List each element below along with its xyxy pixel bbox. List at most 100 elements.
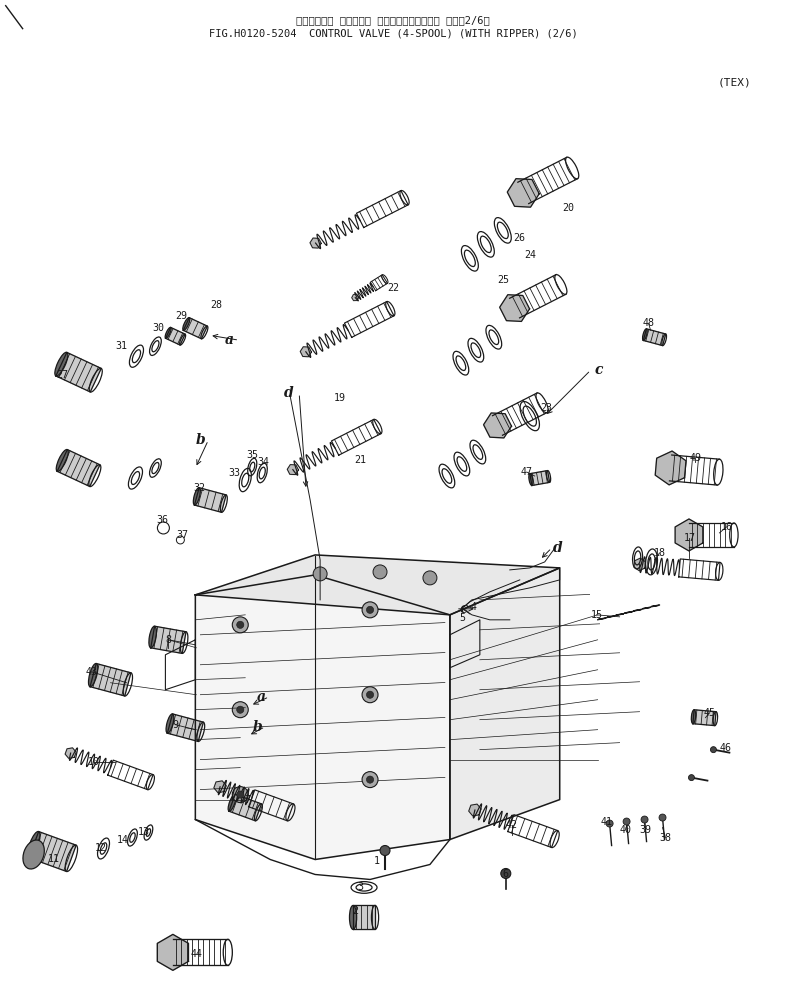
Polygon shape bbox=[483, 413, 512, 438]
Polygon shape bbox=[195, 555, 560, 615]
Polygon shape bbox=[65, 748, 76, 758]
Polygon shape bbox=[214, 780, 226, 792]
Ellipse shape bbox=[56, 449, 68, 471]
Circle shape bbox=[373, 565, 387, 579]
Text: 49: 49 bbox=[689, 453, 701, 463]
Text: 6: 6 bbox=[503, 869, 509, 879]
Text: 43: 43 bbox=[86, 667, 98, 677]
Ellipse shape bbox=[23, 840, 44, 869]
Circle shape bbox=[237, 791, 244, 798]
Polygon shape bbox=[656, 451, 686, 485]
Text: コントロール バルブ（４ スプール）（リッパー 付）（2/6）: コントロール バルブ（４ スプール）（リッパー 付）（2/6） bbox=[296, 15, 490, 25]
Circle shape bbox=[232, 617, 248, 633]
Text: 31: 31 bbox=[116, 341, 127, 351]
Text: 38: 38 bbox=[660, 832, 671, 842]
Text: 23: 23 bbox=[541, 403, 552, 413]
Text: 24: 24 bbox=[524, 250, 536, 260]
Ellipse shape bbox=[55, 352, 68, 376]
Text: 33: 33 bbox=[228, 468, 240, 478]
Text: 39: 39 bbox=[640, 824, 652, 834]
Polygon shape bbox=[229, 794, 261, 820]
Text: 34: 34 bbox=[257, 457, 269, 467]
Polygon shape bbox=[310, 239, 321, 249]
Text: a: a bbox=[225, 333, 234, 347]
Text: 5: 5 bbox=[459, 613, 465, 623]
Polygon shape bbox=[287, 465, 298, 475]
Circle shape bbox=[623, 818, 630, 825]
Circle shape bbox=[367, 606, 374, 614]
Ellipse shape bbox=[149, 626, 157, 648]
Ellipse shape bbox=[642, 328, 647, 340]
Text: 8: 8 bbox=[165, 635, 172, 645]
Text: 26: 26 bbox=[513, 234, 525, 244]
Text: c: c bbox=[460, 602, 468, 616]
Text: 45: 45 bbox=[704, 708, 715, 718]
Circle shape bbox=[689, 774, 694, 780]
Text: (TEX): (TEX) bbox=[718, 78, 752, 88]
Text: 9: 9 bbox=[172, 720, 179, 730]
Text: 37: 37 bbox=[176, 530, 188, 540]
Text: c: c bbox=[594, 363, 603, 377]
Text: 44: 44 bbox=[190, 949, 202, 959]
Circle shape bbox=[237, 621, 244, 629]
Ellipse shape bbox=[28, 831, 40, 858]
Text: 1: 1 bbox=[374, 856, 380, 866]
Ellipse shape bbox=[529, 474, 533, 485]
Text: 13: 13 bbox=[138, 826, 150, 836]
Text: 41: 41 bbox=[600, 816, 612, 826]
Circle shape bbox=[367, 692, 374, 699]
Polygon shape bbox=[183, 317, 207, 338]
Ellipse shape bbox=[88, 664, 98, 687]
Polygon shape bbox=[500, 294, 530, 321]
Text: 19: 19 bbox=[334, 393, 346, 403]
Polygon shape bbox=[634, 558, 645, 571]
Polygon shape bbox=[693, 710, 716, 726]
Text: 35: 35 bbox=[246, 450, 258, 460]
Text: 2: 2 bbox=[352, 906, 358, 916]
Ellipse shape bbox=[691, 710, 696, 724]
Polygon shape bbox=[353, 905, 375, 929]
Polygon shape bbox=[675, 519, 703, 551]
Text: 46: 46 bbox=[719, 743, 731, 752]
Ellipse shape bbox=[228, 794, 236, 811]
Text: 22: 22 bbox=[387, 283, 399, 293]
Text: 27: 27 bbox=[57, 370, 68, 380]
Polygon shape bbox=[469, 804, 481, 816]
Text: 11: 11 bbox=[47, 854, 60, 864]
Polygon shape bbox=[450, 568, 560, 839]
Text: d: d bbox=[552, 541, 563, 555]
Text: 40: 40 bbox=[619, 824, 632, 834]
Text: 42: 42 bbox=[506, 819, 518, 829]
Circle shape bbox=[659, 814, 666, 821]
Text: 36: 36 bbox=[157, 515, 168, 525]
Circle shape bbox=[423, 571, 437, 585]
Text: 10: 10 bbox=[87, 756, 99, 766]
Text: 47: 47 bbox=[521, 467, 533, 477]
Text: 21: 21 bbox=[354, 455, 366, 465]
Polygon shape bbox=[168, 714, 203, 742]
Circle shape bbox=[313, 567, 327, 581]
Text: 32: 32 bbox=[194, 483, 205, 493]
Polygon shape bbox=[530, 471, 549, 485]
Circle shape bbox=[237, 707, 244, 714]
Polygon shape bbox=[301, 346, 312, 356]
Circle shape bbox=[362, 602, 378, 618]
Circle shape bbox=[362, 771, 378, 787]
Text: 30: 30 bbox=[153, 323, 164, 333]
Text: 12: 12 bbox=[94, 842, 106, 852]
Text: 25: 25 bbox=[497, 275, 509, 285]
Circle shape bbox=[641, 816, 648, 823]
Polygon shape bbox=[57, 449, 100, 486]
Ellipse shape bbox=[166, 714, 174, 734]
Ellipse shape bbox=[194, 488, 201, 505]
Circle shape bbox=[362, 687, 378, 703]
Text: 29: 29 bbox=[176, 311, 187, 321]
Text: 17: 17 bbox=[683, 533, 696, 543]
Circle shape bbox=[501, 868, 511, 878]
Text: 48: 48 bbox=[642, 318, 655, 328]
Circle shape bbox=[232, 702, 248, 718]
Polygon shape bbox=[90, 664, 131, 696]
Ellipse shape bbox=[183, 317, 190, 330]
Text: b: b bbox=[195, 433, 205, 447]
Polygon shape bbox=[56, 352, 102, 392]
